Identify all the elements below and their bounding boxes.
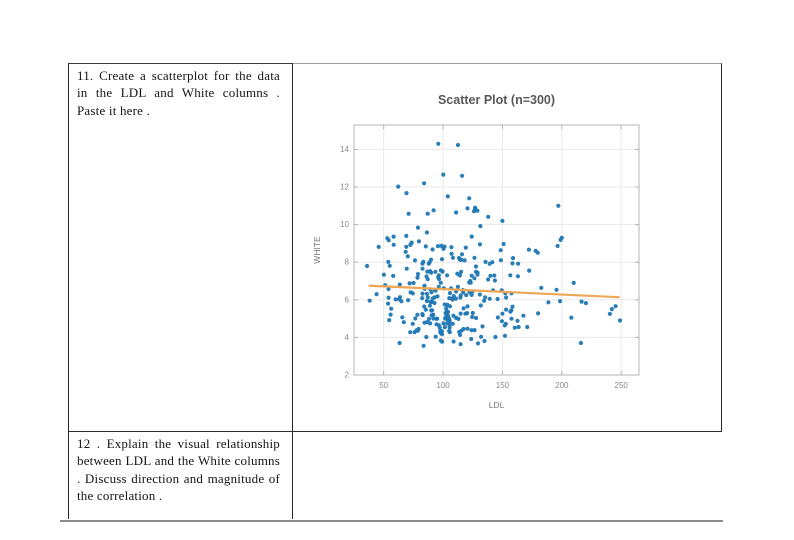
question-12-cell[interactable]: 12 . Explain the visual relationship bet… (68, 431, 293, 519)
y-axis-label: WHITE (312, 236, 322, 264)
chart-title: Scatter Plot (n=300) (438, 93, 555, 107)
trend-line (368, 284, 620, 299)
question-11-cell[interactable]: 11. Create a scatterplot for the data in… (68, 63, 293, 431)
questions-table: 11. Create a scatterplot for the data in… (68, 63, 722, 519)
svg-text:2: 2 (345, 371, 350, 380)
tick-labels: 50 100 150 200 250 2 4 6 8 10 12 14 (340, 145, 628, 390)
svg-text:200: 200 (555, 381, 569, 390)
scatter-plot-svg[interactable]: 50 100 150 200 250 2 4 6 8 10 12 14 Scatter Plot (n=… (293, 64, 720, 429)
svg-text:8: 8 (345, 258, 350, 267)
plot-box (353, 124, 640, 376)
svg-text:4: 4 (345, 333, 350, 342)
answer-11-cell[interactable]: 50 100 150 200 250 2 4 6 8 10 12 14 Scatter Plot (n=… (293, 63, 722, 431)
svg-text:150: 150 (496, 381, 510, 390)
svg-text:50: 50 (379, 381, 388, 390)
question-12-text: 12 . Explain the visual relationship bet… (77, 436, 280, 504)
question-11-text: 11. Create a scatterplot for the data in… (77, 68, 280, 118)
svg-text:6: 6 (345, 295, 350, 304)
scatter-points (365, 141, 623, 348)
svg-text:100: 100 (436, 381, 450, 390)
svg-text:250: 250 (615, 381, 629, 390)
scatter-plot-figure[interactable]: 50 100 150 200 250 2 4 6 8 10 12 14 Scatter Plot (n=… (293, 64, 720, 429)
answer-12-cell[interactable] (293, 431, 722, 519)
x-axis-label: LDL (489, 400, 505, 410)
page-edge-line (60, 520, 723, 522)
svg-text:14: 14 (340, 145, 349, 154)
svg-text:10: 10 (340, 220, 349, 229)
table-row: 11. Create a scatterplot for the data in… (68, 63, 722, 431)
svg-text:12: 12 (340, 183, 349, 192)
table-row: 12 . Explain the visual relationship bet… (68, 431, 722, 519)
axis-ticks (354, 125, 639, 376)
